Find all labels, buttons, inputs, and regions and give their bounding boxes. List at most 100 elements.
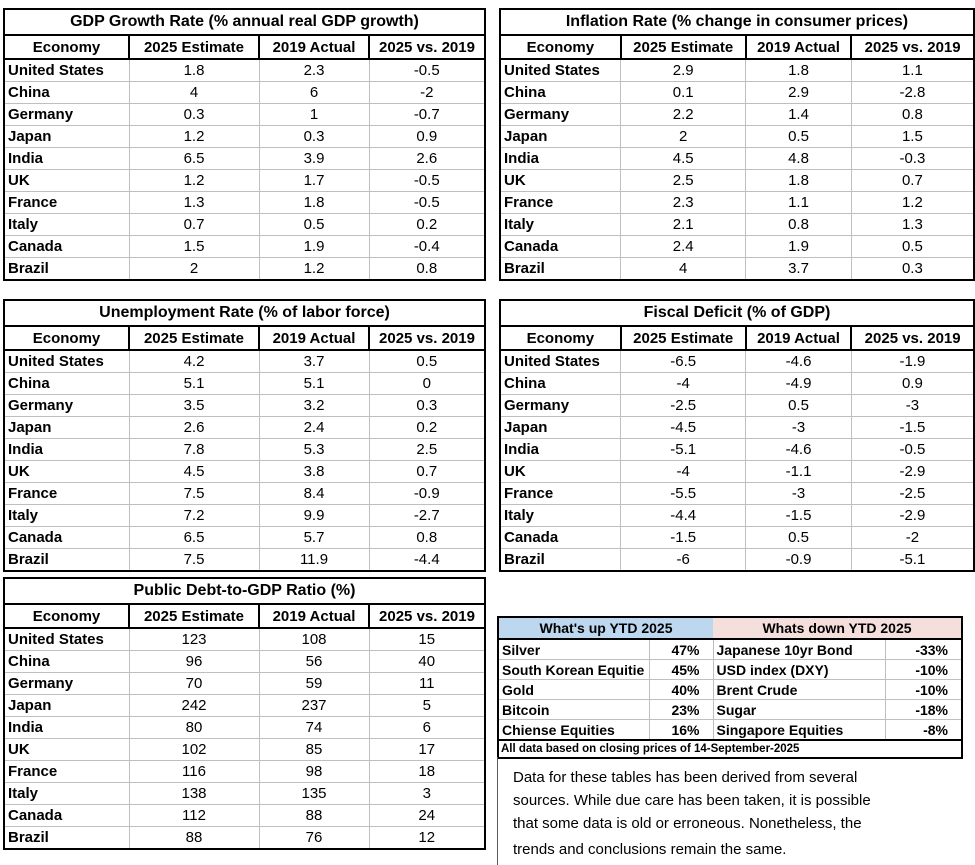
- value-cell: 1.8: [745, 169, 852, 192]
- table-row: India 6.5 3.9 2.6: [3, 147, 486, 170]
- table-row: Japan 2 0.5 1.5: [499, 125, 975, 148]
- value-cell: 0.5: [850, 235, 975, 258]
- table-row: Italy -4.4 -1.5 -2.9: [499, 504, 975, 527]
- ytd-down-header: Whats down YTD 2025: [713, 617, 962, 640]
- table-row: France 2.3 1.1 1.2: [499, 191, 975, 214]
- value-cell: 3: [368, 782, 486, 805]
- economy-cell: Germany: [3, 394, 130, 417]
- table-row: Gold 40% Brent Crude -10%: [497, 679, 963, 700]
- asset-name-cell: Silver: [497, 638, 650, 660]
- value-cell: 70: [128, 672, 260, 695]
- table-row: UK 4.5 3.8 0.7: [3, 460, 486, 483]
- economy-cell: China: [499, 81, 622, 104]
- value-cell: -0.9: [745, 548, 852, 572]
- value-cell: 3.9: [258, 147, 370, 170]
- value-cell: 0.5: [368, 349, 486, 373]
- economy-cell: France: [499, 482, 622, 505]
- value-cell: 0.7: [128, 213, 260, 236]
- economy-cell: Italy: [499, 504, 622, 527]
- column-header: 2025 vs. 2019: [850, 325, 975, 351]
- value-cell: -0.5: [368, 58, 486, 82]
- value-cell: 88: [258, 804, 370, 827]
- value-cell: 24: [368, 804, 486, 827]
- column-header: Economy: [3, 603, 130, 629]
- economy-cell: France: [3, 760, 130, 783]
- value-cell: 17: [368, 738, 486, 761]
- value-cell: -4.5: [620, 416, 747, 439]
- asset-name-cell: Sugar: [712, 699, 886, 720]
- value-cell: -5.1: [620, 438, 747, 461]
- table-row: Germany -2.5 0.5 -3: [499, 394, 975, 417]
- value-cell: 1: [258, 103, 370, 126]
- table-row: Brazil 7.5 11.9 -4.4: [3, 548, 486, 572]
- value-cell: -2.8: [850, 81, 975, 104]
- ytd-table: What's up YTD 2025 Whats down YTD 2025 Sil…: [497, 616, 963, 759]
- value-cell: 1.5: [128, 235, 260, 258]
- column-header: 2025 Estimate: [128, 325, 260, 351]
- ytd-up-header: What's up YTD 2025: [498, 617, 713, 640]
- economy-cell: Germany: [499, 394, 622, 417]
- value-cell: 6: [258, 81, 370, 104]
- value-cell: -0.5: [368, 191, 486, 214]
- table-footnote: All data based on closing prices of 14-S…: [498, 739, 962, 758]
- value-cell: -4.6: [745, 349, 852, 373]
- table-title: Unemployment Rate (% of labor force): [4, 300, 485, 327]
- disclaimer-line: sources. While due care has been taken, …: [513, 792, 871, 809]
- value-cell: 112: [128, 804, 260, 827]
- table-row: Germany 70 59 11: [3, 672, 486, 695]
- table-row: Brazil 4 3.7 0.3: [499, 257, 975, 281]
- value-cell: 3.7: [258, 349, 370, 373]
- value-cell: 0.5: [258, 213, 370, 236]
- table-row: France 7.5 8.4 -0.9: [3, 482, 486, 505]
- value-cell: 0.8: [368, 257, 486, 281]
- column-header: 2019 Actual: [258, 325, 370, 351]
- table-row: China 4 6 -2: [3, 81, 486, 104]
- value-cell: 96: [128, 650, 260, 673]
- value-cell: 98: [258, 760, 370, 783]
- value-cell: 2.3: [258, 58, 370, 82]
- economy-cell: UK: [499, 169, 622, 192]
- value-cell: -0.7: [368, 103, 486, 126]
- table-row: China 0.1 2.9 -2.8: [499, 81, 975, 104]
- asset-name-cell: Brent Crude: [712, 679, 886, 700]
- value-cell: 0.7: [850, 169, 975, 192]
- value-cell: 4.8: [745, 147, 852, 170]
- value-cell: -2: [368, 81, 486, 104]
- value-cell: 76: [258, 826, 370, 850]
- value-cell: 2.3: [620, 191, 747, 214]
- economy-cell: India: [3, 438, 130, 461]
- economy-cell: United States: [499, 349, 622, 373]
- value-cell: -2.5: [850, 482, 975, 505]
- economy-cell: Italy: [499, 213, 622, 236]
- table-row: United States -6.5 -4.6 -1.9: [499, 349, 975, 373]
- table-row: China -4 -4.9 0.9: [499, 372, 975, 395]
- value-cell: 1.2: [258, 257, 370, 281]
- metric-table: Unemployment Rate (% of labor force) Econ…: [3, 299, 486, 572]
- value-cell: -4.4: [620, 504, 747, 527]
- table-row: United States 1.8 2.3 -0.5: [3, 58, 486, 82]
- value-cell: 4.5: [128, 460, 260, 483]
- asset-name-cell: Chiense Equities: [497, 719, 650, 741]
- column-header: 2019 Actual: [258, 34, 370, 60]
- value-cell: 2.4: [620, 235, 747, 258]
- disclaimer-line: trends and conclusions remain the same.: [513, 841, 787, 858]
- table-row: Silver 47% Japanese 10yr Bond -33%: [497, 638, 963, 660]
- value-cell: 2.6: [128, 416, 260, 439]
- asset-name-cell: USD index (DXY): [712, 659, 886, 680]
- value-cell: 0.3: [368, 394, 486, 417]
- economy-cell: China: [3, 650, 130, 673]
- header-row: What's up YTD 2025 Whats down YTD 2025: [498, 617, 962, 640]
- value-cell: 108: [258, 627, 370, 651]
- value-cell: 242: [128, 694, 260, 717]
- economy-cell: Canada: [499, 235, 622, 258]
- value-cell: 2.2: [620, 103, 747, 126]
- value-cell: -4.4: [368, 548, 486, 572]
- economy-cell: UK: [3, 169, 130, 192]
- value-cell: 0.9: [850, 372, 975, 395]
- economy-cell: Brazil: [3, 826, 130, 850]
- value-cell: 1.4: [745, 103, 852, 126]
- column-header: Economy: [499, 325, 622, 351]
- table-row: Germany 3.5 3.2 0.3: [3, 394, 486, 417]
- value-cell: 59: [258, 672, 370, 695]
- value-cell: 0.3: [258, 125, 370, 148]
